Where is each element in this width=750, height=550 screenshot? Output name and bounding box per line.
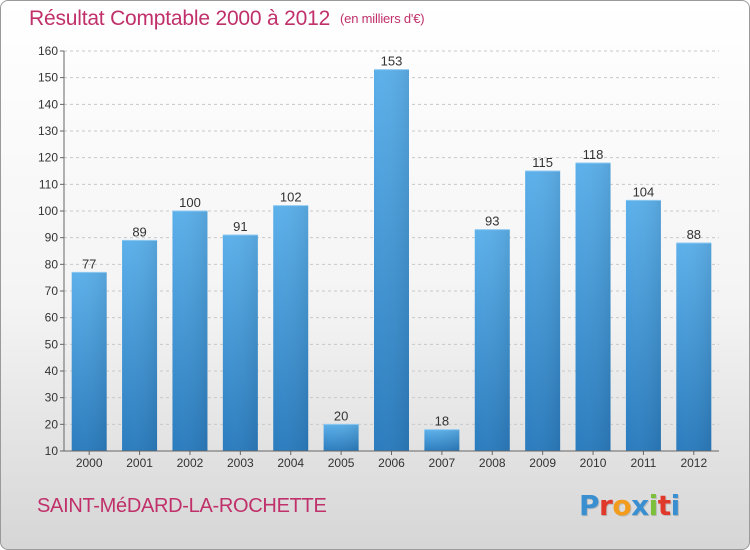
- y-tick-label: 120: [38, 151, 58, 165]
- bar-value-label: 88: [687, 227, 701, 242]
- bar-value-label: 91: [233, 219, 247, 234]
- bar-value-label: 115: [532, 155, 553, 170]
- y-tick-label: 150: [38, 71, 58, 85]
- x-tick-label: 2011: [631, 456, 657, 470]
- bar-value-label: 93: [485, 214, 499, 229]
- y-tick-label: 30: [45, 391, 59, 405]
- y-tick-label: 140: [38, 97, 58, 111]
- bar-shade: [172, 211, 208, 451]
- bar-shade: [71, 272, 107, 451]
- y-tick-label: 60: [45, 311, 59, 325]
- x-tick-label: 2000: [76, 456, 103, 470]
- bar-value-label: 153: [381, 54, 403, 69]
- chart-title-text: Résultat Comptable 2000 à 2012: [29, 7, 331, 30]
- bar-shade: [575, 163, 611, 451]
- bar-value-label: 100: [179, 195, 201, 210]
- x-tick-label: 2010: [580, 456, 607, 470]
- y-tick-label: 100: [38, 204, 58, 218]
- bar-shade: [222, 235, 258, 451]
- bar-shade: [273, 205, 309, 451]
- bar-value-label: 118: [583, 147, 604, 162]
- bar-shade: [525, 171, 561, 451]
- logo-letter: i: [670, 489, 681, 522]
- x-tick-label: 2006: [378, 456, 405, 470]
- logo-letter: i: [648, 489, 659, 522]
- bar-value-label: 89: [132, 224, 146, 239]
- logo-letter: P: [579, 489, 600, 522]
- y-tick-label: 20: [45, 417, 59, 431]
- y-tick-label: 10: [45, 444, 59, 458]
- x-tick-label: 2008: [479, 456, 506, 470]
- x-tick-label: 2012: [680, 456, 707, 470]
- bar-shade: [424, 429, 460, 451]
- x-tick-label: 2002: [177, 456, 204, 470]
- y-tick-label: 40: [45, 364, 59, 378]
- bar-value-label: 104: [633, 184, 655, 199]
- chart-title: Résultat Comptable 2000 à 2012 (en millie…: [29, 7, 425, 31]
- y-tick-label: 110: [39, 177, 58, 191]
- bar-shade: [122, 240, 158, 451]
- logo-letter: r: [599, 489, 613, 522]
- logo-letter: t: [657, 489, 671, 522]
- bar-shade: [676, 243, 712, 451]
- commune-name: SAINT-MéDARD-LA-ROCHETTE: [37, 495, 327, 517]
- bar-value-label: 18: [435, 414, 449, 429]
- bar-layer: 77 89 100 91 102 20 153 18 93 115 118 104 88: [71, 54, 712, 452]
- proxiti-logo: Proxiti: [579, 489, 680, 522]
- bar-value-label: 20: [334, 408, 348, 423]
- bar-shade: [625, 200, 661, 451]
- logo-letter: o: [612, 489, 632, 522]
- x-tick-label: 2003: [227, 456, 254, 470]
- y-tick-label: 50: [45, 337, 59, 351]
- x-tick-label: 2001: [126, 456, 153, 470]
- y-tick-label: 130: [38, 124, 58, 138]
- axis-layer: 10 20 30 40 50 60 70 80 90 100 110 120 130 140 150 160 2…: [38, 44, 719, 470]
- x-tick-label: 2007: [429, 456, 456, 470]
- y-tick-label: 70: [45, 284, 59, 298]
- y-tick-label: 160: [38, 44, 58, 58]
- bar-value-label: 102: [280, 190, 302, 205]
- bar-shade: [374, 69, 409, 452]
- x-tick-label: 2005: [328, 456, 355, 470]
- x-tick-label: 2004: [277, 456, 304, 470]
- bar-shade: [323, 424, 359, 451]
- chart-unit: (en milliers d'€): [340, 11, 425, 26]
- logo-letter: x: [631, 489, 649, 522]
- bar-value-label: 77: [82, 256, 96, 271]
- bar-shade: [474, 229, 510, 451]
- y-tick-label: 80: [45, 257, 59, 271]
- x-tick-label: 2009: [529, 456, 556, 470]
- y-tick-label: 90: [45, 231, 59, 245]
